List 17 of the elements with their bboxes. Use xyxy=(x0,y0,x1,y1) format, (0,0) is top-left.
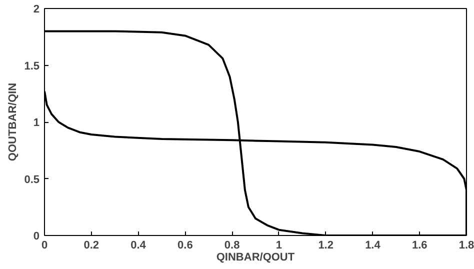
x-tick-label: 0.8 xyxy=(224,240,240,252)
y-tick-label: 2 xyxy=(33,4,40,16)
y-tick-label: 1 xyxy=(33,117,40,129)
x-tick-label: 0 xyxy=(41,240,48,252)
y-tick-label: 0.5 xyxy=(24,174,40,186)
x-tick-label: 1.2 xyxy=(318,240,334,252)
x-tick-label: 1.8 xyxy=(458,240,474,252)
x-tick-label: 1.6 xyxy=(412,240,428,252)
y-tick-label: 1.5 xyxy=(24,60,40,72)
x-axis-title: QINBAR/QOUT xyxy=(216,252,295,264)
y-tick-label: 0 xyxy=(33,230,40,242)
x-tick-label: 0.2 xyxy=(84,240,100,252)
x-tick-label: 0.6 xyxy=(178,240,193,252)
x-tick-label: 1 xyxy=(276,240,282,252)
x-tick-label: 0.4 xyxy=(130,240,147,252)
y-axis-title: QOUTBAR/QIN xyxy=(7,82,20,162)
x-tick-label: 1.4 xyxy=(365,240,382,252)
